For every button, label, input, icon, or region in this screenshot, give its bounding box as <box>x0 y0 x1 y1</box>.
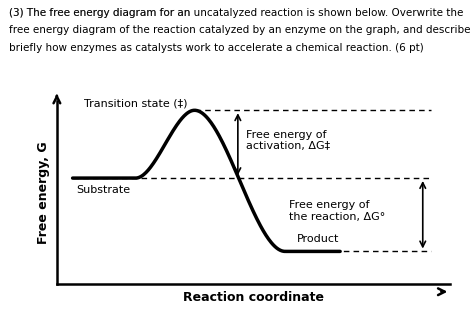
Text: free energy diagram of the reaction catalyzed by an enzyme on the graph, and des: free energy diagram of the reaction cata… <box>9 25 471 35</box>
Text: Free energy of
the reaction, ΔG°: Free energy of the reaction, ΔG° <box>289 200 385 222</box>
Text: Product: Product <box>297 234 339 244</box>
Text: Substrate: Substrate <box>76 185 131 195</box>
Text: Free energy of
activation, ΔG‡: Free energy of activation, ΔG‡ <box>246 130 330 151</box>
Text: (3) The free energy diagram for an uncatalyzed reaction is shown below. Overwrit: (3) The free energy diagram for an uncat… <box>9 8 464 18</box>
Text: (3) The free energy diagram for an: (3) The free energy diagram for an <box>9 8 194 18</box>
Text: Transition state (‡): Transition state (‡) <box>84 99 188 108</box>
X-axis label: Reaction coordinate: Reaction coordinate <box>183 291 324 304</box>
Y-axis label: Free energy, G: Free energy, G <box>37 142 50 244</box>
Text: (3) The free energy diagram for an uncatalyzed reaction is shown below. Overwrit: (3) The free energy diagram for an uncat… <box>9 8 464 18</box>
Text: briefly how enzymes as catalysts work to accelerate a chemical reaction. (6 pt): briefly how enzymes as catalysts work to… <box>9 43 424 53</box>
